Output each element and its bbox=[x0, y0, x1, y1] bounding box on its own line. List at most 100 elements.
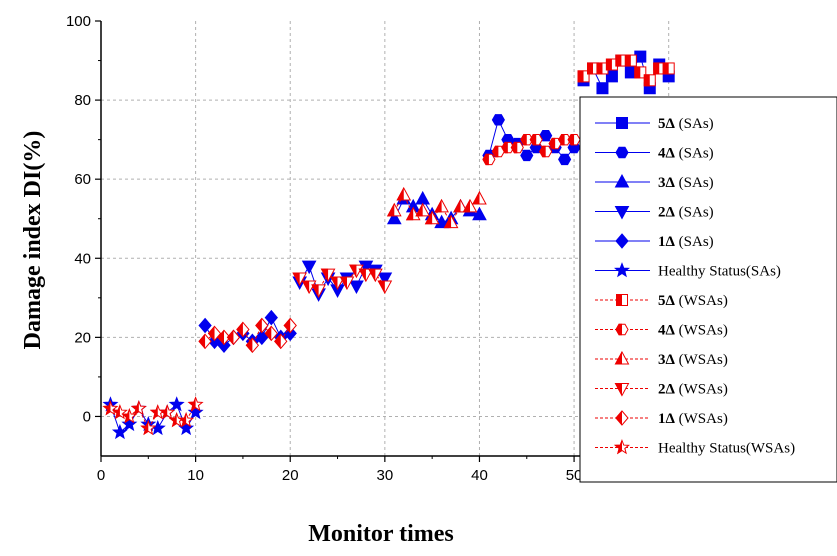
legend-label-rest: (WSAs) bbox=[675, 293, 728, 309]
data-point-fill bbox=[462, 198, 470, 213]
data-point bbox=[662, 62, 675, 75]
legend-label: 2Δ (WSAs) bbox=[658, 382, 728, 398]
y-tick-label: 0 bbox=[83, 408, 91, 425]
data-point-fill bbox=[292, 272, 300, 287]
data-point-fill bbox=[368, 268, 376, 283]
legend-label-rest: (SAs) bbox=[675, 234, 714, 250]
data-point-fill bbox=[558, 133, 565, 146]
legend-marker bbox=[615, 410, 629, 426]
data-point bbox=[577, 70, 590, 83]
data-point bbox=[168, 396, 185, 412]
series-wsas-triangle-up bbox=[386, 186, 487, 229]
legend-marker bbox=[616, 294, 628, 306]
series-line bbox=[488, 118, 575, 161]
data-point-fill bbox=[121, 408, 130, 424]
legend-marker bbox=[614, 383, 630, 397]
data-point-fill bbox=[149, 404, 158, 420]
legend-label-rest: (WSAs) bbox=[675, 382, 728, 398]
legend-label: 5Δ (SAs) bbox=[658, 116, 714, 132]
data-point bbox=[605, 70, 618, 83]
data-point bbox=[368, 268, 383, 283]
y-tick-label: 40 bbox=[74, 250, 91, 267]
data-point bbox=[415, 190, 431, 205]
legend-item: 2Δ (WSAs) bbox=[595, 382, 728, 398]
data-point-fill bbox=[472, 190, 480, 205]
legend-label-strong: 5Δ bbox=[658, 293, 676, 309]
data-point bbox=[634, 66, 647, 79]
legend-item: 1Δ (WSAs) bbox=[595, 410, 728, 427]
data-point bbox=[301, 280, 317, 295]
data-point-fill bbox=[510, 141, 518, 154]
legend-label-rest: (WSAs) bbox=[675, 323, 728, 339]
x-tick-label: 30 bbox=[377, 467, 394, 484]
legend: 5Δ (SAs)4Δ (SAs)3Δ (SAs)2Δ (SAs)1Δ (SAs)… bbox=[579, 96, 837, 483]
legend-item: Healthy Status(WSAs) bbox=[595, 439, 795, 457]
data-point bbox=[491, 145, 505, 158]
data-point bbox=[491, 114, 505, 126]
data-point-fill bbox=[358, 268, 366, 283]
data-point bbox=[539, 145, 553, 158]
data-point-fill bbox=[653, 62, 660, 75]
data-point bbox=[510, 141, 524, 154]
data-point bbox=[198, 317, 212, 334]
data-point-fill bbox=[159, 404, 168, 420]
data-point bbox=[311, 284, 326, 298]
data-point bbox=[292, 272, 308, 287]
y-tick-label: 60 bbox=[74, 171, 91, 188]
data-point bbox=[349, 264, 364, 279]
data-point-fill bbox=[501, 141, 508, 154]
legend-label-rest: Healthy Status(WSAs) bbox=[658, 441, 795, 457]
data-point-fill bbox=[405, 206, 414, 221]
data-point bbox=[339, 276, 355, 291]
legend-label-rest: (WSAs) bbox=[675, 352, 728, 368]
data-point bbox=[226, 329, 241, 346]
data-point-fill bbox=[605, 58, 612, 71]
y-axis-title: Damage index DI(%) bbox=[20, 131, 46, 350]
axes: 0102030405060020406080100 bbox=[66, 13, 716, 484]
data-point bbox=[187, 396, 204, 412]
data-point bbox=[358, 268, 374, 283]
data-point-fill bbox=[245, 337, 253, 354]
data-point bbox=[596, 82, 609, 95]
data-point bbox=[264, 325, 278, 342]
data-point bbox=[320, 268, 336, 283]
data-point bbox=[472, 190, 487, 205]
data-point-fill bbox=[339, 276, 347, 291]
x-tick-label: 40 bbox=[471, 467, 488, 484]
data-point-fill bbox=[434, 198, 442, 213]
data-point-fill bbox=[349, 264, 357, 279]
data-point bbox=[548, 137, 562, 150]
data-point bbox=[396, 186, 412, 201]
data-point-fill bbox=[264, 325, 272, 342]
data-point bbox=[567, 133, 581, 146]
data-point-fill bbox=[482, 153, 489, 166]
data-point bbox=[121, 415, 138, 432]
legend-label-strong: 2Δ bbox=[658, 382, 676, 398]
x-tick-label: 50 bbox=[566, 467, 583, 484]
data-point-fill bbox=[548, 137, 556, 150]
data-point-fill bbox=[178, 412, 187, 428]
legend-marker bbox=[614, 439, 630, 455]
legend-marker-fill bbox=[614, 383, 622, 397]
data-point-fill bbox=[453, 198, 461, 213]
data-point bbox=[245, 337, 260, 354]
legend-item: Healthy Status(SAs) bbox=[595, 262, 781, 280]
legend-item: 5Δ (SAs) bbox=[595, 116, 714, 132]
legend-item: 4Δ (SAs) bbox=[595, 146, 714, 162]
data-point bbox=[424, 210, 440, 225]
legend-label-rest: Healthy Status(SAs) bbox=[658, 264, 781, 280]
data-point-fill bbox=[577, 70, 584, 83]
legend-marker bbox=[615, 323, 629, 336]
legend-label: 4Δ (SAs) bbox=[658, 146, 714, 162]
legend-item: 3Δ (SAs) bbox=[595, 173, 714, 191]
data-point-fill bbox=[168, 412, 177, 428]
legend-label-rest: (SAs) bbox=[675, 175, 714, 191]
legend-marker bbox=[615, 146, 629, 159]
data-point bbox=[386, 210, 402, 225]
data-point bbox=[264, 309, 278, 326]
data-point-fill bbox=[662, 62, 669, 75]
data-point-fill bbox=[217, 329, 224, 346]
data-point bbox=[330, 276, 345, 291]
data-point bbox=[386, 202, 402, 217]
